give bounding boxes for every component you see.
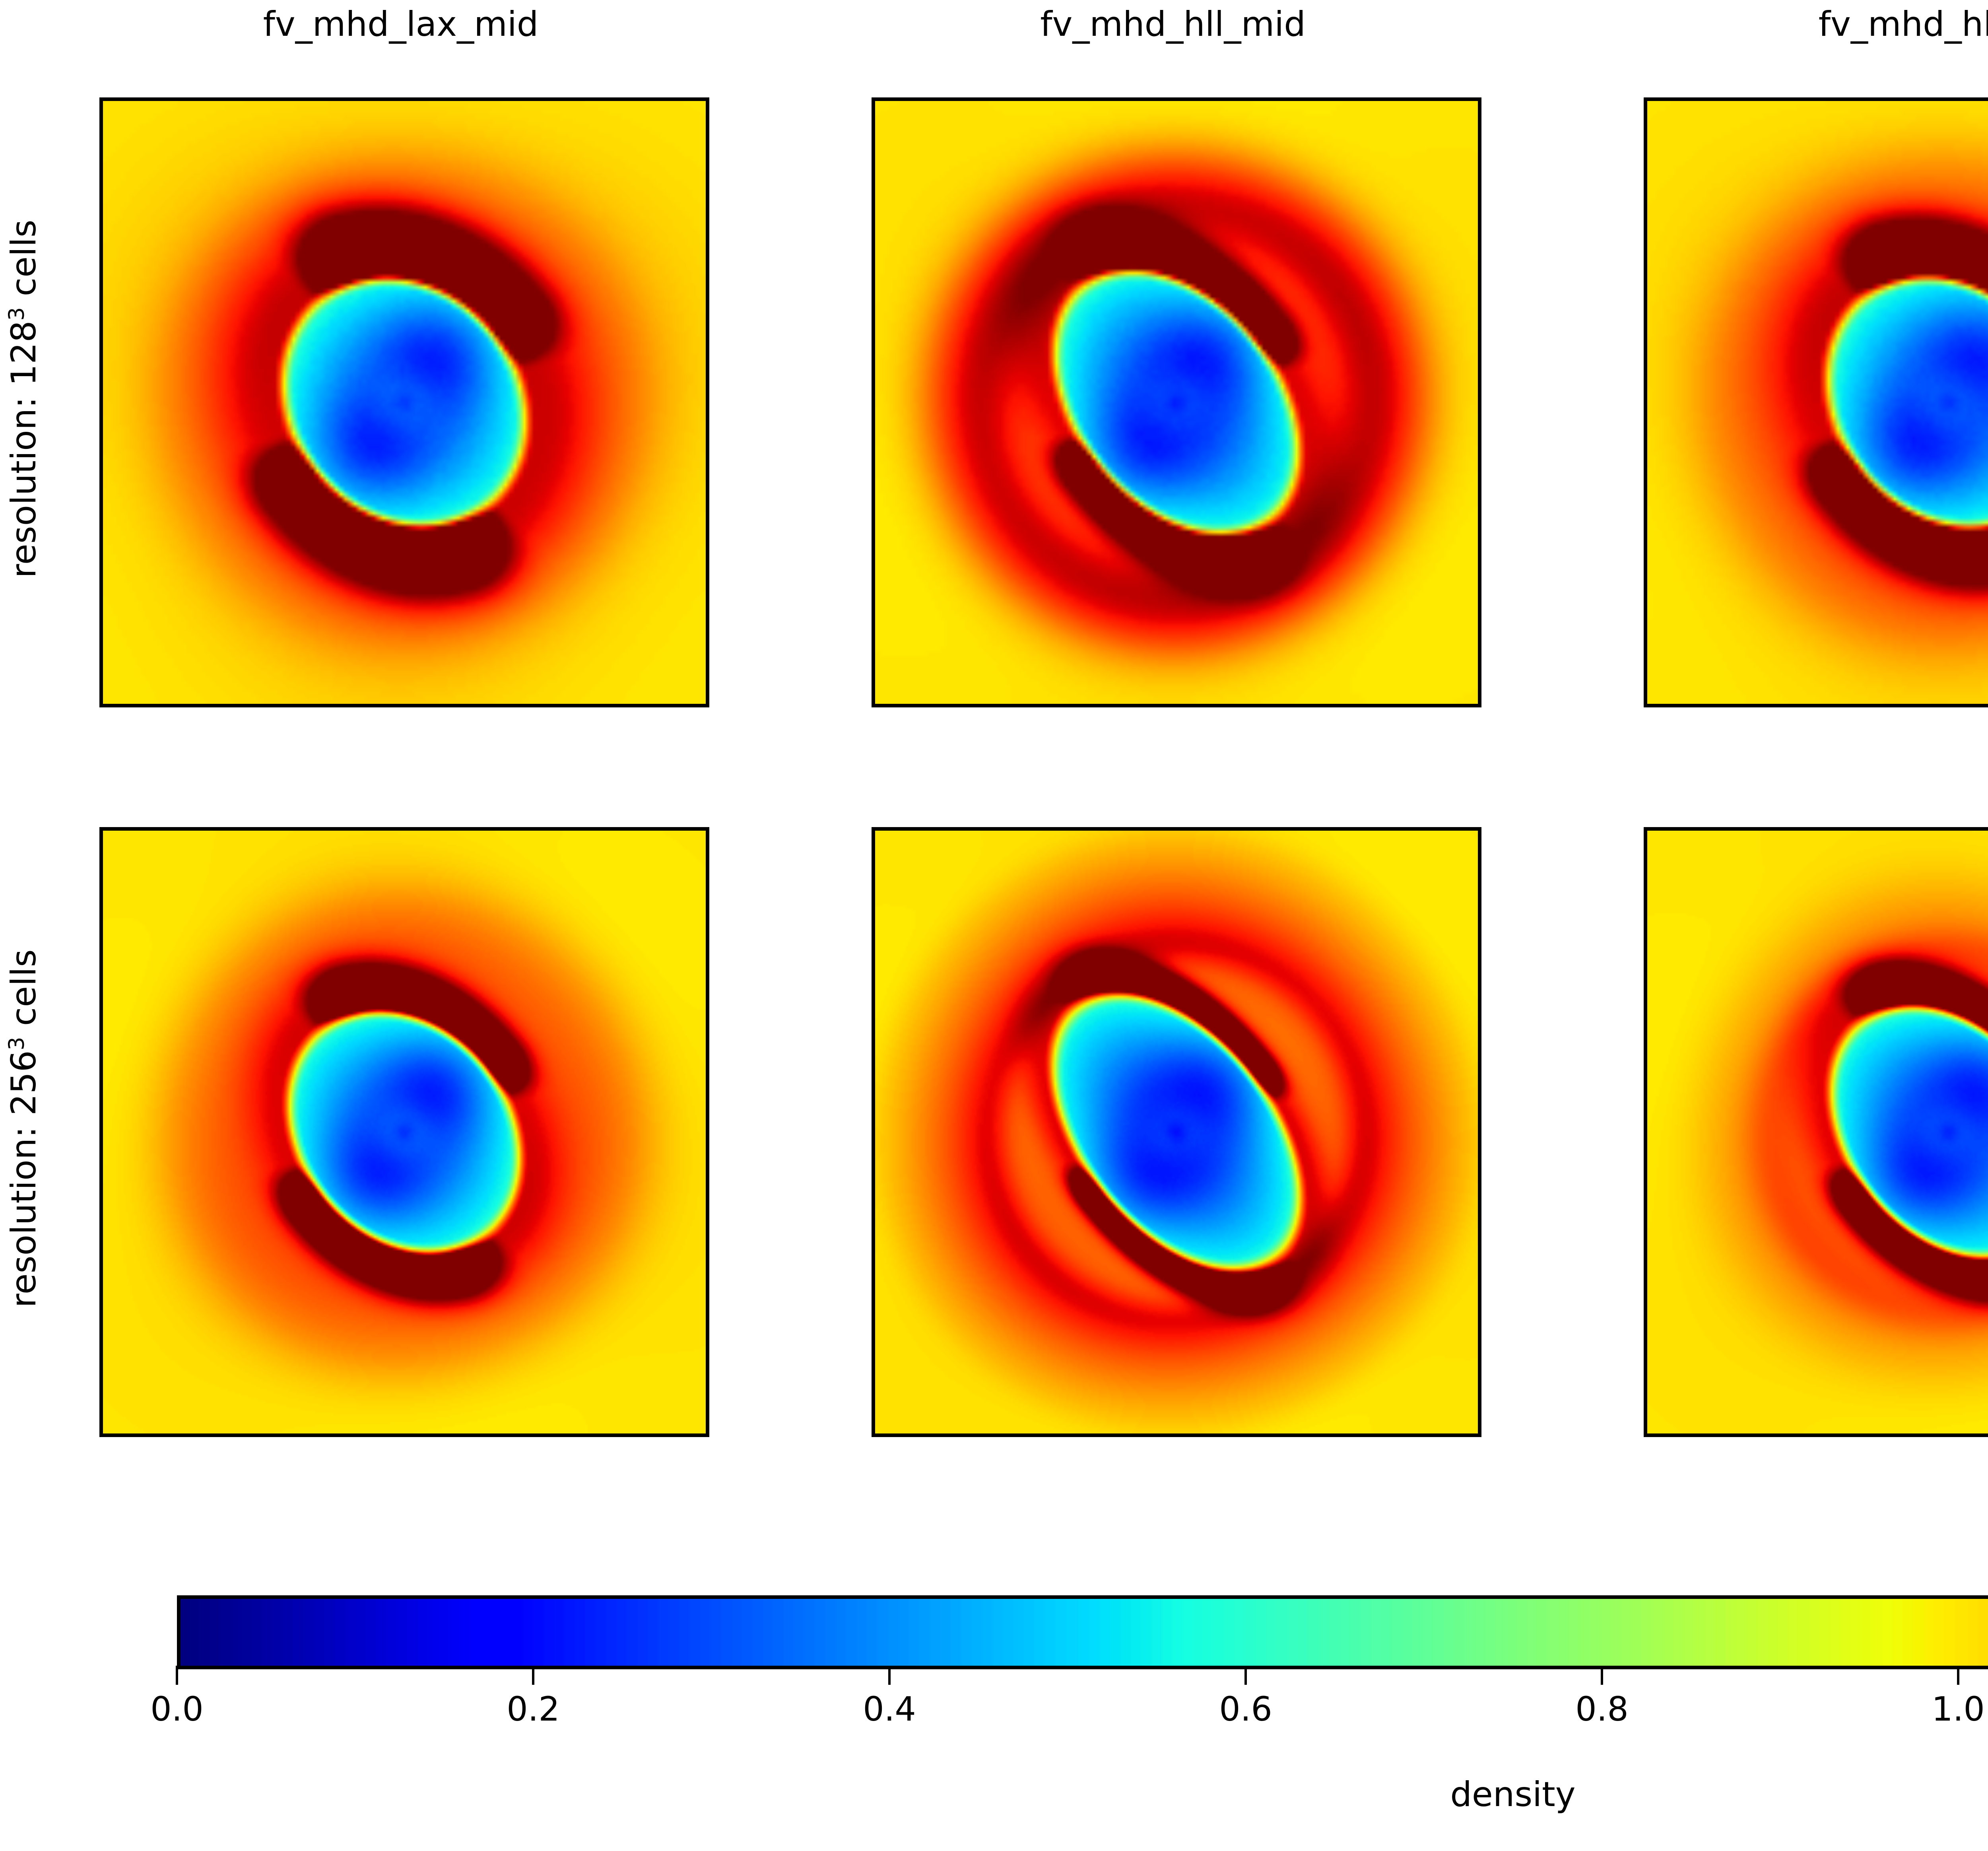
density-map-p-r256-c3 bbox=[1647, 831, 1988, 1433]
colorbar-tick-0.2 bbox=[532, 1666, 534, 1685]
colorbar-gradient bbox=[181, 1599, 1988, 1666]
column-title-fv-mhd-hll-mid: fv_mhd_hll_mid bbox=[1040, 4, 1306, 44]
colorbar-ticklabel-1.0: 1.0 bbox=[1932, 1690, 1985, 1729]
colorbar-ticklabel-0.0: 0.0 bbox=[150, 1690, 204, 1729]
colorbar-tick-0.8 bbox=[1601, 1666, 1603, 1685]
row-label-res-256-exponent: 3 bbox=[4, 1037, 29, 1051]
heatmap-panel-p-r128-c2 bbox=[872, 97, 1481, 707]
heatmap-panel-p-r256-c3 bbox=[1644, 827, 1988, 1437]
density-map-p-r256-c2 bbox=[875, 831, 1478, 1433]
colorbar-tick-0.6 bbox=[1244, 1666, 1247, 1685]
row-label-res-128-suffix: cells bbox=[4, 219, 44, 307]
density-map-p-r128-c1 bbox=[103, 101, 706, 704]
colorbar bbox=[177, 1595, 1988, 1669]
column-title-fv-mhd-lax-mid: fv_mhd_lax_mid bbox=[263, 4, 539, 44]
heatmap-panel-p-r256-c2 bbox=[872, 827, 1481, 1437]
row-label-res-128: resolution: 1283 cells bbox=[4, 219, 44, 578]
colorbar-ticklabel-0.6: 0.6 bbox=[1219, 1690, 1272, 1729]
density-map-p-r128-c3 bbox=[1647, 101, 1988, 704]
colorbar-ticklabel-0.4: 0.4 bbox=[863, 1690, 916, 1729]
row-label-res-256-suffix: cells bbox=[4, 949, 44, 1037]
colorbar-ticklabel-0.8: 0.8 bbox=[1575, 1690, 1629, 1729]
colorbar-tick-0.4 bbox=[888, 1666, 891, 1685]
colorbar-ticklabel-0.2: 0.2 bbox=[507, 1690, 560, 1729]
density-map-p-r128-c2 bbox=[875, 101, 1478, 704]
row-label-res-128-wrap: resolution: 1283 cells bbox=[0, 97, 48, 700]
row-label-res-256-prefix: resolution: 256 bbox=[4, 1050, 44, 1308]
row-label-res-128-exponent: 3 bbox=[4, 307, 29, 321]
density-map-p-r256-c1 bbox=[103, 831, 706, 1433]
row-label-res-256-wrap: resolution: 2563 cells bbox=[0, 827, 48, 1430]
row-label-res-128-prefix: resolution: 128 bbox=[4, 320, 44, 578]
heatmap-panel-p-r128-c1 bbox=[99, 97, 709, 707]
heatmap-panel-p-r128-c3 bbox=[1644, 97, 1988, 707]
row-label-res-256: resolution: 2563 cells bbox=[4, 949, 44, 1308]
colorbar-tick-0.0 bbox=[176, 1666, 178, 1685]
column-title-fv-mhd-hll-eul: fv_mhd_hll_eul bbox=[1818, 4, 1988, 44]
colorbar-axis-label: density bbox=[1450, 1775, 1576, 1814]
colorbar-tick-1.0 bbox=[1957, 1666, 1959, 1685]
heatmap-panel-p-r256-c1 bbox=[99, 827, 709, 1437]
